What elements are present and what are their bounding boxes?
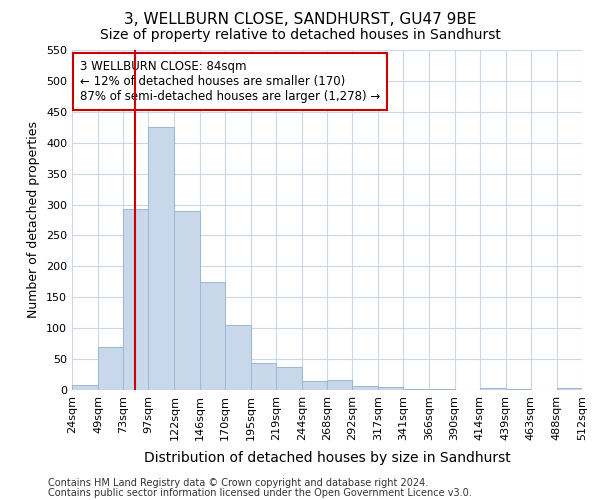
Bar [276, 366, 302, 390]
Bar [557, 388, 582, 390]
Bar [479, 388, 506, 390]
Text: Contains public sector information licensed under the Open Government Licence v3: Contains public sector information licen… [48, 488, 472, 498]
Text: 3 WELLBURN CLOSE: 84sqm
← 12% of detached houses are smaller (170)
87% of semi-d: 3 WELLBURN CLOSE: 84sqm ← 12% of detache… [80, 60, 380, 103]
Bar [175, 210, 199, 390]
Bar [224, 325, 251, 390]
Text: Size of property relative to detached houses in Sandhurst: Size of property relative to detached ho… [100, 28, 500, 42]
Bar [123, 210, 148, 390]
Bar [98, 346, 123, 390]
Text: Contains HM Land Registry data © Crown copyright and database right 2024.: Contains HM Land Registry data © Crown c… [48, 478, 428, 488]
Bar [148, 128, 175, 390]
Bar [506, 389, 531, 390]
Bar [352, 386, 378, 390]
X-axis label: Distribution of detached houses by size in Sandhurst: Distribution of detached houses by size … [143, 451, 511, 465]
Bar [72, 385, 98, 390]
Bar [302, 380, 327, 390]
Bar [378, 387, 403, 390]
Bar [403, 389, 430, 390]
Bar [251, 364, 276, 390]
Y-axis label: Number of detached properties: Number of detached properties [28, 122, 40, 318]
Text: 3, WELLBURN CLOSE, SANDHURST, GU47 9BE: 3, WELLBURN CLOSE, SANDHURST, GU47 9BE [124, 12, 476, 28]
Bar [430, 389, 455, 390]
Bar [200, 282, 224, 390]
Bar [327, 380, 352, 390]
